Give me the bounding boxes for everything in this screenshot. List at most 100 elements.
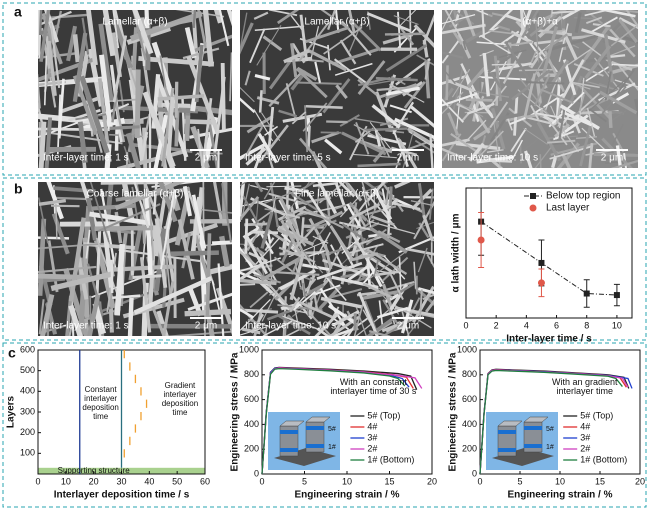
lath [384, 32, 426, 36]
lath [560, 110, 593, 127]
lath [38, 10, 72, 27]
x-tick-label: 10 [342, 476, 352, 486]
lath [323, 243, 333, 270]
lath [579, 125, 592, 167]
lath [344, 182, 352, 191]
lath [357, 78, 378, 96]
x-tick-label: 2 [494, 320, 499, 330]
lath [442, 92, 478, 107]
image-label: Lamellar (α+β) [304, 17, 369, 28]
lath [468, 142, 485, 162]
lath [121, 182, 135, 222]
lath [460, 32, 467, 51]
lath [118, 105, 199, 114]
lath [361, 289, 404, 301]
lath [240, 278, 277, 286]
plot-frame [465, 187, 633, 319]
lath [38, 74, 41, 109]
lath [112, 294, 141, 300]
y-tick-label: 0 [254, 468, 259, 478]
marker [538, 259, 545, 266]
lath [289, 296, 301, 313]
lath [534, 16, 540, 63]
lath [353, 301, 365, 336]
lath [203, 263, 232, 276]
lath [194, 44, 204, 103]
lath [584, 10, 612, 17]
lath [553, 130, 575, 141]
lath [68, 304, 83, 336]
lath [153, 114, 169, 168]
lath [442, 147, 466, 160]
lath [79, 75, 110, 154]
y-tick-label: 300 [20, 406, 35, 416]
lath [278, 196, 298, 230]
lath [254, 182, 264, 193]
lath [327, 304, 356, 325]
lath [365, 182, 387, 203]
lath [268, 59, 292, 90]
lath [389, 104, 412, 114]
lath [535, 10, 568, 25]
lath [324, 138, 343, 155]
image-time: Inter-layer time: 10 s [245, 321, 336, 332]
lath [366, 12, 411, 33]
image-label: (α+β)+α [522, 17, 558, 28]
lath [102, 10, 116, 57]
lath [290, 256, 302, 275]
x-tick-label: 4 [524, 320, 529, 330]
lath [250, 230, 279, 235]
lath [240, 142, 268, 161]
series-line [481, 240, 541, 283]
lath [262, 35, 283, 52]
lath [367, 76, 411, 86]
y-tick-label: 1000 [239, 344, 259, 354]
lath [295, 242, 324, 274]
lath [586, 107, 596, 138]
lath [573, 96, 607, 123]
lath [99, 54, 113, 129]
lath [38, 299, 45, 335]
lath [213, 10, 223, 24]
lath [43, 10, 62, 93]
lath [184, 115, 191, 141]
lath [339, 221, 373, 232]
legend-label: 5# (Top) [580, 410, 613, 420]
lath [240, 22, 254, 55]
lath [357, 76, 391, 87]
lath [132, 274, 162, 279]
lath [278, 246, 316, 263]
panel-frame [2, 2, 647, 176]
lath [213, 76, 226, 153]
lath [276, 10, 300, 25]
lath [240, 12, 248, 48]
inset-layer [306, 444, 324, 448]
x-tick-label: 0 [35, 476, 40, 486]
lath [320, 10, 351, 31]
lath [348, 125, 368, 161]
series-line [480, 221, 617, 296]
lath [377, 230, 401, 244]
lath [240, 246, 254, 268]
lath [529, 50, 544, 69]
lath [584, 45, 612, 79]
lath [424, 61, 431, 80]
lath [302, 278, 317, 294]
annotation: With an gradient interlayer time [552, 378, 618, 396]
lath [410, 105, 434, 128]
y-tick-label: 200 [20, 427, 35, 437]
y-tick-label: 100 [20, 448, 35, 458]
x-tick-label: 20 [427, 476, 437, 486]
lath [368, 330, 391, 336]
lath [160, 189, 176, 270]
lath [444, 10, 464, 42]
lath [577, 83, 611, 119]
lath [288, 190, 332, 220]
lath [537, 15, 563, 39]
lath [327, 44, 331, 71]
lath [77, 121, 88, 163]
lath [586, 16, 603, 24]
lath [611, 60, 633, 71]
lath [246, 115, 274, 134]
lath [163, 330, 232, 336]
